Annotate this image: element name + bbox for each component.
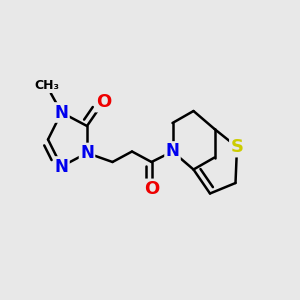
Text: N: N	[55, 158, 68, 175]
Text: N: N	[166, 142, 179, 160]
Text: O: O	[144, 180, 159, 198]
Text: S: S	[230, 138, 244, 156]
Text: N: N	[80, 144, 94, 162]
Text: O: O	[96, 93, 111, 111]
Text: CH₃: CH₃	[34, 79, 59, 92]
Text: N: N	[55, 103, 68, 122]
